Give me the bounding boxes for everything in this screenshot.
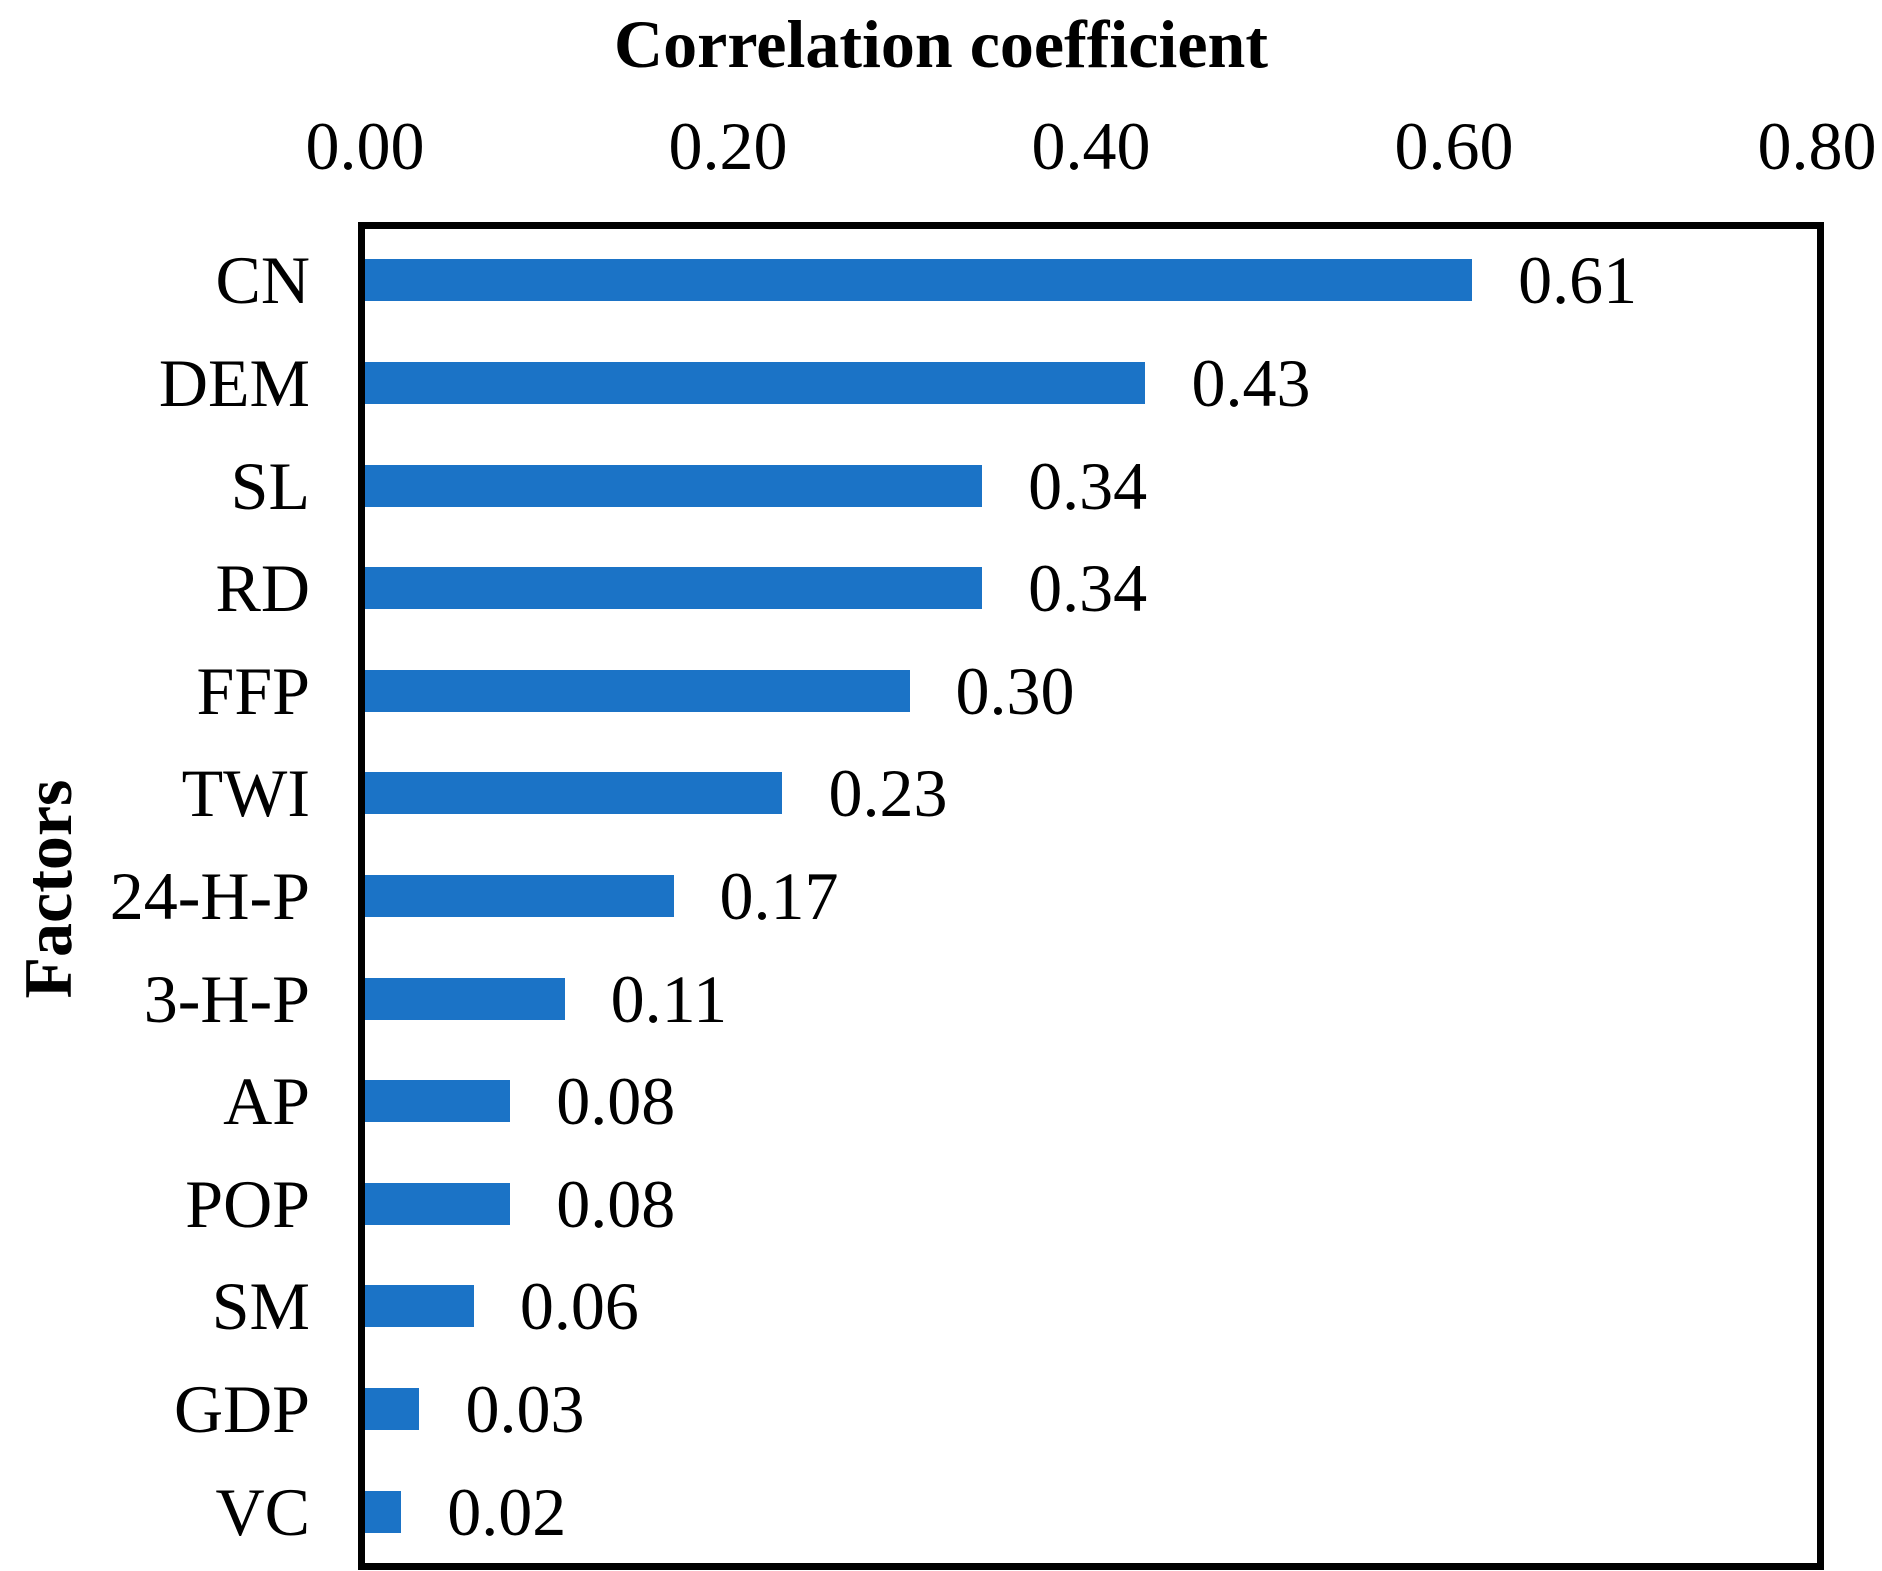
y-axis-title: Factors [10,779,86,999]
category-label-CN: CN [215,242,310,319]
bar-FFP [365,669,910,712]
category-label-GDP: GDP [173,1371,310,1448]
category-label-POP: POP [185,1165,310,1242]
bar-24-H-P [365,875,674,917]
bar-value-label: 0.23 [828,755,948,832]
category-label-SM: SM [211,1268,310,1345]
bar-RD [365,567,983,610]
chart-title: Correlation coefficient [614,6,1268,82]
category-label-RD: RD [215,550,310,627]
category-label-VC: VC [215,1473,310,1550]
x-axis-tick-label: 0.20 [668,108,788,184]
bar-CN [365,259,1473,302]
bar-value-label: 0.61 [1518,242,1638,319]
category-label-DEM: DEM [158,344,310,421]
category-label-TWI: TWI [181,755,310,832]
bar-value-label: 0.17 [719,858,839,934]
bar-GDP [365,1388,420,1431]
plot-area: 0.61 0.43 0.34 0.34 0.30 0.23 0.17 0.11 0.08 0.08… [358,222,1824,1570]
bar-value-label: 0.03 [465,1371,585,1448]
category-label-FFP: FFP [196,652,310,729]
bar-value-label: 0.08 [556,1165,676,1242]
category-label-3-H-P: 3-H-P [143,960,310,1037]
bar-value-label: 0.30 [955,652,1075,729]
category-label-SL: SL [230,447,310,524]
bar-SM [365,1285,474,1328]
bar-value-label: 0.06 [519,1268,639,1345]
bar-POP [365,1182,511,1225]
bar-TWI [365,772,783,815]
category-label-24-H-P: 24-H-P [109,858,310,934]
bar-DEM [365,361,1146,404]
bar-3-H-P [365,977,565,1020]
bar-AP [365,1080,511,1123]
x-axis-tick-label: 0.40 [1031,108,1151,184]
bar-value-label: 0.34 [1028,550,1148,627]
bar-value-label: 0.34 [1028,447,1148,524]
bar-value-label: 0.11 [610,960,728,1037]
bar-value-label: 0.08 [556,1063,676,1140]
bar-SL [365,464,983,507]
x-axis-tick-label: 0.80 [1757,108,1877,184]
x-axis-tick-label: 0.00 [305,108,425,184]
x-axis-tick-label: 0.60 [1394,108,1514,184]
bar-value-label: 0.43 [1191,344,1311,421]
bar-value-label: 0.02 [447,1473,567,1550]
category-label-AP: AP [223,1063,310,1140]
bar-VC [365,1490,402,1533]
